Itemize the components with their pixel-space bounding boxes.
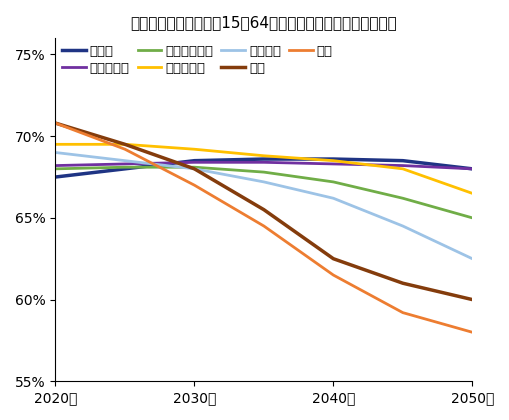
- ベトナム: [261, 179, 267, 184]
- フィリピン: [261, 153, 267, 158]
- インドネシア: [52, 166, 59, 171]
- フィリピン: [191, 147, 197, 152]
- マレーシア: [261, 160, 267, 165]
- 中国: [122, 142, 128, 147]
- Line: インド: インド: [55, 159, 472, 177]
- マレーシア: [191, 160, 197, 165]
- Line: 中国: 中国: [55, 123, 472, 299]
- フィリピン: [469, 191, 475, 196]
- インドネシア: [330, 179, 336, 184]
- インド: [52, 174, 59, 179]
- Line: タイ: タイ: [55, 123, 472, 332]
- マレーシア: [52, 163, 59, 168]
- インドネシア: [261, 170, 267, 175]
- インド: [261, 157, 267, 162]
- 中国: [469, 297, 475, 302]
- 中国: [52, 121, 59, 126]
- インドネシア: [400, 196, 406, 201]
- Line: ベトナム: ベトナム: [55, 152, 472, 259]
- Title: ＜生産年齢人口比率（15～64歳の人口）予測（総人口比）＞: ＜生産年齢人口比率（15～64歳の人口）予測（総人口比）＞: [130, 15, 397, 30]
- マレーシア: [469, 166, 475, 171]
- タイ: [469, 330, 475, 335]
- インド: [122, 166, 128, 171]
- 中国: [191, 166, 197, 171]
- フィリピン: [122, 142, 128, 147]
- ベトナム: [122, 158, 128, 163]
- フィリピン: [330, 158, 336, 163]
- インド: [191, 158, 197, 163]
- マレーシア: [400, 163, 406, 168]
- 中国: [261, 207, 267, 212]
- インド: [400, 158, 406, 163]
- フィリピン: [52, 142, 59, 147]
- ベトナム: [52, 150, 59, 155]
- インドネシア: [122, 165, 128, 170]
- 中国: [330, 256, 336, 261]
- インドネシア: [469, 215, 475, 220]
- タイ: [122, 147, 128, 152]
- ベトナム: [469, 256, 475, 261]
- タイ: [261, 223, 267, 228]
- タイ: [191, 183, 197, 188]
- 中国: [400, 281, 406, 286]
- タイ: [52, 121, 59, 126]
- フィリピン: [400, 166, 406, 171]
- インドネシア: [191, 165, 197, 170]
- タイ: [400, 310, 406, 315]
- ベトナム: [330, 196, 336, 201]
- Line: インドネシア: インドネシア: [55, 167, 472, 218]
- インド: [469, 166, 475, 171]
- Legend: インド, マレーシア, インドネシア, フィリピン, ベトナム, 中国, タイ: インド, マレーシア, インドネシア, フィリピン, ベトナム, 中国, タイ: [62, 45, 333, 75]
- マレーシア: [330, 161, 336, 166]
- ベトナム: [191, 166, 197, 171]
- タイ: [330, 273, 336, 278]
- マレーシア: [122, 161, 128, 166]
- Line: フィリピン: フィリピン: [55, 144, 472, 193]
- インド: [330, 157, 336, 162]
- Line: マレーシア: マレーシア: [55, 162, 472, 169]
- ベトナム: [400, 223, 406, 228]
